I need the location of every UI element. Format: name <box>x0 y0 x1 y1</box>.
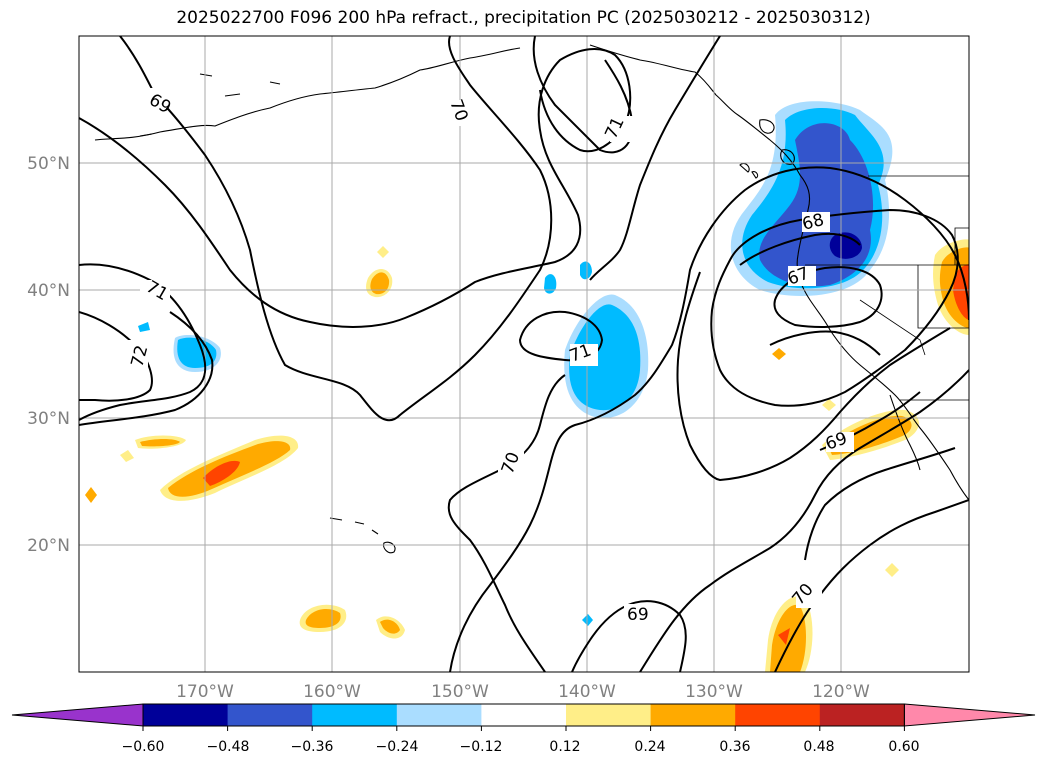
colorbar-label: 0.48 <box>803 739 834 755</box>
lat-label-50n: 50°N <box>27 154 70 174</box>
map-frame <box>78 35 970 673</box>
colorbar-label: 0.60 <box>888 739 919 755</box>
colorbar-swatch <box>566 704 652 726</box>
latitude-labels: 50°N 40°N 30°N 20°N <box>27 154 70 556</box>
lon-label-140w: 140°W <box>558 682 616 702</box>
coastlines <box>94 44 969 554</box>
colorbar-tick-labels: −0.60 −0.48 −0.36 −0.24 −0.12 0.12 0.24 … <box>122 739 920 755</box>
colorbar-label: −0.24 <box>376 739 419 755</box>
colorbar-label: 0.24 <box>634 739 665 755</box>
colorbar-swatch <box>312 704 398 726</box>
colorbar-label: −0.60 <box>122 739 165 755</box>
refractivity-contours <box>79 36 969 672</box>
colorbar-swatch <box>650 704 736 726</box>
map-plot-area: 69 70 71 71 72 68 67 71 70 69 69 70 <box>79 36 969 672</box>
lon-label-150w: 150°W <box>431 682 489 702</box>
colorbar-swatch <box>396 704 482 726</box>
map-title: 2025022700 F096 200 hPa refract., precip… <box>176 8 871 28</box>
lat-label-30n: 30°N <box>27 409 70 429</box>
colorbar-extend-low <box>11 703 144 727</box>
lon-label-130w: 130°W <box>685 682 743 702</box>
colorbar-swatch <box>735 704 821 726</box>
colorbar-label: −0.12 <box>460 739 503 755</box>
colorbar-swatch <box>227 704 313 726</box>
colorbar-label: −0.48 <box>207 739 250 755</box>
political-boundaries <box>805 175 969 401</box>
lon-label-160w: 160°W <box>303 682 361 702</box>
colorbar-swatch <box>143 704 229 726</box>
colorbar-label: −0.36 <box>291 739 334 755</box>
longitude-labels: 170°W 160°W 150°W 140°W 130°W 120°W <box>176 682 870 702</box>
lat-label-20n: 20°N <box>27 536 70 556</box>
colorbar-swatch <box>819 704 905 726</box>
colorbar-label: 0.12 <box>549 739 580 755</box>
colorbar-extend-high <box>903 703 1036 727</box>
colorbar-outline <box>142 703 905 727</box>
colorbar: −0.60 −0.48 −0.36 −0.24 −0.12 0.12 0.24 … <box>11 703 1036 755</box>
lon-label-170w: 170°W <box>176 682 234 702</box>
lat-label-40n: 40°N <box>27 281 70 301</box>
contour-label: 69 <box>627 605 649 625</box>
colorbar-label: 0.36 <box>719 739 750 755</box>
lon-label-120w: 120°W <box>812 682 870 702</box>
colorbar-swatch <box>481 704 567 726</box>
